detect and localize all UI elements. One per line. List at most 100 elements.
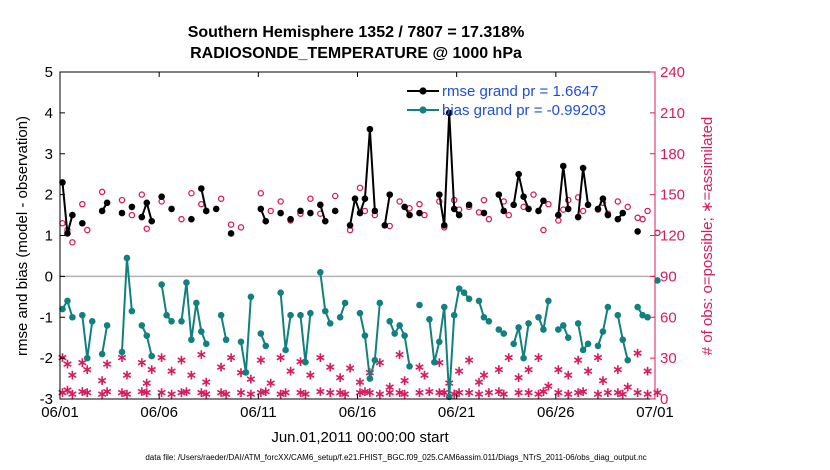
obs-possible-marker [624,203,631,211]
y-axis-left-label: rmse and bias (model - observation) [14,116,31,356]
obs-possible-marker [143,225,151,232]
y-left-tick-label: -3 [40,391,53,408]
y-axis-left-ticks: -3 -2 -1 0 1 2 3 4 5 [40,64,65,408]
obs-assimilated-marker: ∗ [96,386,108,402]
obs-assimilated-marker: ∗ [394,346,406,362]
bias-point [123,254,131,262]
rmse-point [98,207,106,215]
obs-assimilated-marker: ∗ [57,384,69,400]
bias-point [386,318,394,325]
bias-point [317,268,324,276]
rmse-point [416,209,423,217]
bias-point [540,326,547,333]
rmse-point [361,195,369,203]
bias-point [247,293,255,301]
bias-series-line [597,306,609,347]
obs-assimilated-marker: ∗ [195,384,207,400]
obs-assimilated-marker: ∗ [195,346,207,362]
obs-assimilated-marker: ∗ [577,383,589,399]
obs-assimilated-marker: ∗ [652,384,664,400]
obs-possible-marker [84,226,91,234]
bias-point [217,311,225,319]
rmse-point [381,221,389,229]
obs-assimilated-marker: ∗ [62,381,74,397]
obs-possible-marker [485,215,493,223]
obs-possible-marker [138,191,146,198]
obs-possible-marker [257,190,265,197]
bias-point [143,332,151,339]
bias-point [98,350,106,358]
obs-assimilated-marker: ∗ [533,386,545,402]
bias-point [594,342,602,350]
obs-assimilated-marker: ∗ [354,373,366,389]
rmse-point [480,209,488,217]
obs-assimilated-marker: ∗ [141,384,153,400]
rmse-point [406,211,413,219]
rmse-point [614,215,622,223]
obs-assimilated-marker: ∗ [424,383,436,399]
obs-assimilated-marker: ∗ [433,384,445,400]
rmse-point [584,201,592,209]
obs-assimilated-marker: ∗ [483,384,495,400]
obs-assimilated-marker: ∗ [513,384,525,400]
x-tick-label: 06/16 [339,404,377,421]
bias-point [455,285,463,292]
obs-possible-marker [540,226,547,234]
obs-assimilated-marker: ∗ [136,383,148,399]
bias-point [321,307,329,315]
obs-possible-marker [480,196,488,204]
obs-assimilated-marker: ∗ [176,351,188,367]
obs-assimilated-marker: ∗ [101,383,113,399]
rmse-point [198,185,205,192]
obs-possible-marker [198,200,205,208]
rmse-point [386,191,394,198]
obs-assimilated-marker: ∗ [399,386,411,402]
rmse-point [619,209,627,217]
obs-possible-marker [555,217,562,224]
obs-assimilated-marker: ∗ [453,384,465,400]
bias-point [341,299,349,307]
obs-possible-marker [227,221,235,228]
obs-assimilated-marker: ∗ [76,354,88,370]
bias-point [79,311,86,319]
obs-possible-marker [79,200,86,208]
rmse-point [559,162,567,170]
obs-possible-marker [545,200,552,208]
bias-point [535,313,542,321]
rmse-point [297,207,304,215]
y-left-tick-label: 2 [45,187,53,204]
obs-possible-marker [59,219,66,227]
rmse-point [366,125,374,133]
obs-assimilated-marker: ∗ [533,349,545,365]
obs-assimilated-marker: ∗ [57,349,69,365]
rmse-series-line [349,129,376,226]
obs-possible-marker [217,195,225,202]
obs-assimilated-marker: ∗ [433,354,445,370]
bias-point [198,328,205,335]
bias-point [128,307,136,315]
bias-point [356,309,364,317]
obs-assimilated-marker: ∗ [384,379,396,395]
rmse-point [103,199,111,207]
bias-point [480,313,488,321]
obs-assimilated-marker: ∗ [116,384,128,400]
obs-possible-marker [614,198,622,205]
obs-possible-marker [128,211,136,219]
rmse-point [450,205,458,213]
rmse-point [510,201,517,209]
obs-possible-marker [188,190,195,197]
bias-point [64,297,71,305]
obs-possible-marker [356,184,364,192]
bias-point [361,332,369,339]
obs-assimilated-marker: ∗ [156,349,168,365]
bias-point [202,340,210,348]
obs-possible-marker [396,198,403,205]
rmse-point [465,201,473,209]
obs-assimilated-marker: ∗ [448,386,460,402]
bias-point [183,279,190,286]
rmse-point [574,213,582,221]
obs-possible-marker [579,207,587,215]
bias-point [103,322,111,329]
rmse-point [331,207,339,215]
bias-point [396,322,403,329]
